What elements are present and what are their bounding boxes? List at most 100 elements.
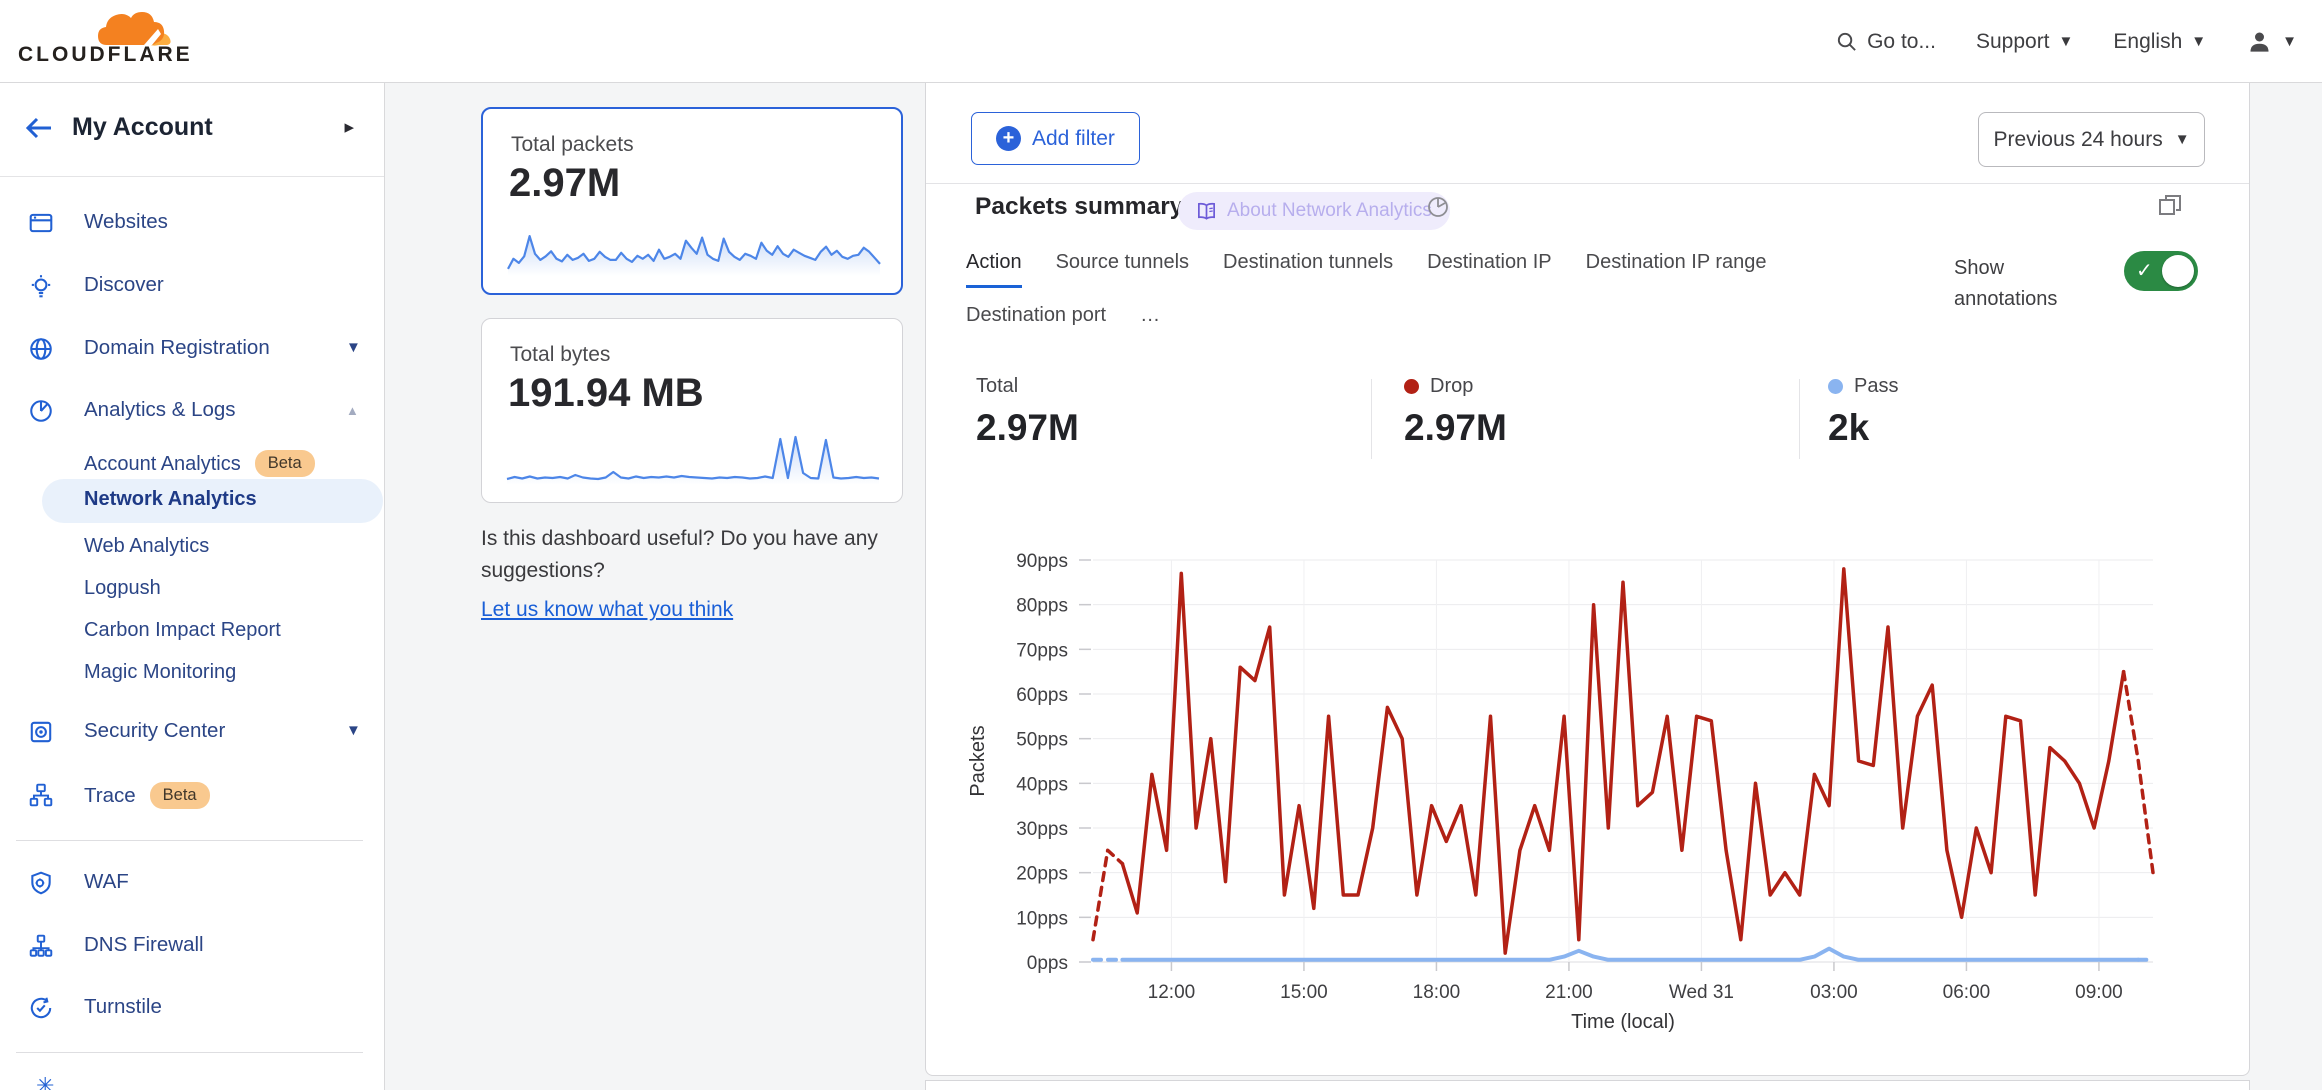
sidebar-divider (16, 1052, 363, 1053)
top-bar: CLOUDFLARE Go to... Support ▼ English ▼ (0, 0, 2322, 83)
time-range-label: Previous 24 hours (1993, 127, 2163, 151)
tab-destination-ip[interactable]: Destination IP (1427, 251, 1552, 273)
sidebar-item-waf[interactable]: WAF (0, 861, 384, 905)
sidebar-item-label: Carbon Impact Report (84, 619, 281, 641)
sidebar-item-domain-registration[interactable]: Domain Registration ▼ (0, 327, 384, 371)
sidebar-item-label: Turnstile (84, 995, 162, 1018)
dns-tree-icon (29, 934, 53, 957)
goto-search[interactable]: Go to... (1835, 30, 1936, 54)
sidebar-item-websites[interactable]: Websites (0, 201, 384, 245)
globe-icon (30, 338, 52, 360)
sidebar-item-logpush[interactable]: Logpush (0, 568, 384, 612)
cloudflare-wordmark: CLOUDFLARE (18, 43, 193, 66)
sidebar-item-analytics-logs[interactable]: Analytics & Logs ▲ (0, 389, 384, 433)
trace-tree-icon (29, 783, 53, 807)
stat-divider (1371, 379, 1372, 459)
feedback-question: Is this dashboard useful? Do you have an… (481, 527, 878, 582)
about-pill-label: About Network Analytics (1227, 200, 1432, 221)
plus-icon: + (996, 126, 1021, 151)
pie-chart-icon (30, 400, 52, 422)
stat-total: Total 2.97M (976, 375, 1079, 449)
expand-panel-icon[interactable] (2156, 191, 2184, 219)
sidebar-item-account-analytics[interactable]: Account Analytics Beta (0, 441, 384, 485)
safe-icon (30, 721, 52, 743)
svg-text:06:00: 06:00 (1943, 982, 1991, 1003)
chevron-down-icon[interactable]: ▼ (346, 339, 361, 356)
support-label: Support (1975, 29, 2050, 53)
sidebar-item-magic-monitoring[interactable]: Magic Monitoring (0, 652, 384, 696)
packets-summary-panel: + Add filter Previous 24 hours ▼ Packets… (925, 83, 2250, 1076)
total-packets-card[interactable]: Total packets 2.97M (481, 107, 903, 295)
shield-gear-icon (31, 871, 51, 895)
sidebar-item-web-analytics[interactable]: Web Analytics (0, 526, 384, 570)
svg-text:90pps: 90pps (1016, 551, 1068, 572)
svg-text:20pps: 20pps (1016, 864, 1068, 885)
support-menu[interactable]: Support ▼ (1976, 30, 2073, 54)
tab-more-ellipsis[interactable]: … (1140, 304, 1161, 326)
sidebar-item-trace[interactable]: Trace Beta (0, 773, 384, 817)
sidebar-item-dns-firewall[interactable]: DNS Firewall (0, 924, 384, 968)
feedback-block: Is this dashboard useful? Do you have an… (481, 523, 951, 626)
svg-text:10pps: 10pps (1016, 908, 1068, 929)
sidebar-item-label: Discover (84, 273, 164, 296)
cloudflare-logo[interactable]: CLOUDFLARE (18, 5, 190, 77)
sidebar-item-turnstile[interactable]: Turnstile (0, 986, 384, 1030)
pass-legend-dot (1828, 379, 1843, 394)
tab-action[interactable]: Action (966, 251, 1022, 288)
sidebar-item-label: Domain Registration (84, 336, 270, 359)
toggle-knob (2162, 255, 2194, 287)
sidebar-item-label: Network Analytics (84, 488, 257, 510)
sidebar-item-discover[interactable]: Discover (0, 264, 384, 308)
stat-pass[interactable]: Pass 2k (1828, 375, 1898, 449)
time-range-dropdown[interactable]: Previous 24 hours ▼ (1978, 112, 2205, 167)
add-filter-label: Add filter (1032, 126, 1115, 150)
main-content: Total packets 2.97M Total bytes 191.94 M… (385, 83, 2322, 1090)
selected-item-highlight (42, 479, 383, 523)
panel-title: Packets summary (975, 193, 1184, 220)
sidebar-item-network-analytics[interactable]: Network Analytics (0, 479, 384, 523)
svg-text:70pps: 70pps (1016, 640, 1068, 661)
sidebar-item-security-center[interactable]: Security Center ▼ (0, 710, 384, 754)
svg-text:12:00: 12:00 (1148, 982, 1196, 1003)
account-menu[interactable]: ▼ (2246, 28, 2297, 55)
card-title: Total packets (511, 133, 634, 156)
svg-text:18:00: 18:00 (1413, 982, 1461, 1003)
sidebar-account-header[interactable]: My Account ▸ (0, 83, 384, 177)
card-value: 191.94 MB (508, 371, 704, 415)
dimension-tabs: Action Source tunnels Destination tunnel… (966, 251, 1886, 338)
chevron-down-icon[interactable]: ▼ (346, 722, 361, 739)
tab-destination-ip-range[interactable]: Destination IP range (1585, 251, 1767, 273)
browser-icon (29, 213, 53, 233)
stat-value: 2k (1828, 407, 1870, 448)
language-menu[interactable]: English ▼ (2113, 30, 2206, 54)
svg-text:15:00: 15:00 (1280, 982, 1328, 1003)
panel-divider (926, 183, 2249, 184)
data-freshness-pie-icon[interactable] (1426, 195, 1450, 219)
tab-destination-tunnels[interactable]: Destination tunnels (1223, 251, 1394, 273)
about-network-analytics-pill[interactable]: About Network Analytics (1178, 192, 1450, 230)
chevron-up-icon[interactable]: ▲ (346, 403, 359, 418)
book-icon (1198, 202, 1215, 220)
goto-label: Go to... (1867, 29, 1936, 53)
svg-text:80pps: 80pps (1016, 596, 1068, 617)
svg-text:30pps: 30pps (1016, 819, 1068, 840)
back-arrow-icon[interactable] (24, 115, 54, 141)
chevron-right-icon[interactable]: ▸ (344, 117, 354, 138)
svg-text:0pps: 0pps (1027, 953, 1068, 974)
clipped-sidebar-icon: ✳ (36, 1073, 55, 1090)
sidebar-item-label: Analytics & Logs (84, 398, 236, 421)
svg-text:Time (local): Time (local) (1571, 1011, 1675, 1033)
tab-destination-port[interactable]: Destination port (966, 304, 1107, 326)
tab-source-tunnels[interactable]: Source tunnels (1055, 251, 1190, 273)
add-filter-button[interactable]: + Add filter (971, 112, 1140, 165)
sidebar-item-label: Websites (84, 210, 168, 233)
check-icon: ✓ (2136, 260, 2153, 282)
feedback-link[interactable]: Let us know what you think (481, 598, 734, 621)
drop-legend-dot (1404, 379, 1419, 394)
sidebar-item-label: Magic Monitoring (84, 661, 237, 683)
total-bytes-card[interactable]: Total bytes 191.94 MB (481, 318, 903, 503)
sidebar-item-carbon-impact-report[interactable]: Carbon Impact Report (0, 610, 384, 654)
show-annotations-toggle[interactable]: ✓ (2124, 251, 2198, 291)
stat-drop[interactable]: Drop 2.97M (1404, 375, 1507, 449)
